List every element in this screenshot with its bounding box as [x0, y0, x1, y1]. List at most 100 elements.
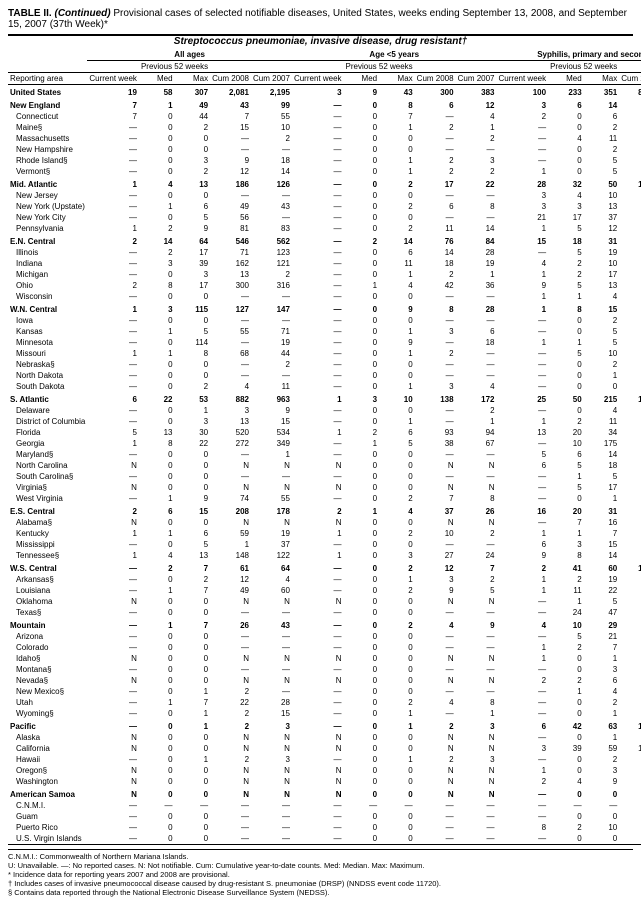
cell: — — [87, 708, 139, 719]
cell: — — [415, 607, 456, 618]
cell: 0 — [139, 166, 175, 177]
table-row: S. Atlantic62253882963131013817225502151… — [8, 392, 641, 405]
cell: N — [87, 653, 139, 664]
cell: N — [292, 460, 344, 471]
cell: — — [292, 370, 344, 381]
cell: 0 — [139, 539, 175, 550]
row-label: Maine§ — [8, 122, 87, 133]
cell: 3 — [379, 550, 415, 561]
cell: — — [292, 686, 344, 697]
row-label: Iowa — [8, 315, 87, 326]
cell: 5 — [87, 427, 139, 438]
cell: 6 — [379, 247, 415, 258]
cell: N — [210, 596, 251, 607]
cell: 57 — [619, 471, 641, 482]
cell: 1 — [139, 528, 175, 539]
cell: 0 — [344, 607, 380, 618]
cell: 2 — [456, 133, 497, 144]
cell: 2 — [619, 708, 641, 719]
cell: 55 — [251, 111, 292, 122]
cell: 2 — [87, 504, 139, 517]
cell: 0 — [548, 765, 584, 776]
cell: 0 — [344, 482, 380, 493]
cell: 773 — [619, 212, 641, 223]
cell: — — [415, 133, 456, 144]
cell: 64 — [251, 561, 292, 574]
cell: — — [456, 800, 497, 811]
cell: 0 — [175, 787, 211, 800]
cell: — — [87, 269, 139, 280]
cell: — — [619, 697, 641, 708]
cell: 3 — [497, 190, 549, 201]
cell: 1 — [379, 574, 415, 585]
cell: 138 — [415, 392, 456, 405]
table-row: New York City—0556——00——211737773666 — [8, 212, 641, 223]
cell: 1 — [497, 166, 549, 177]
cell: 22 — [175, 438, 211, 449]
cell: 81 — [210, 223, 251, 234]
cell: 0 — [548, 653, 584, 664]
cell: — — [87, 631, 139, 642]
cell: 0 — [379, 675, 415, 686]
row-label: S. Atlantic — [8, 392, 87, 405]
cell: 2,195 — [251, 85, 292, 99]
row-label: New York (Upstate) — [8, 201, 87, 212]
cell: — — [497, 144, 549, 155]
cell: 83 — [251, 223, 292, 234]
cell: 2 — [584, 315, 620, 326]
table-row: United States19583072,0812,1953943300383… — [8, 85, 641, 99]
row-label: South Carolina§ — [8, 471, 87, 482]
cell: 76 — [619, 642, 641, 653]
cell: N — [415, 675, 456, 686]
cell: 2 — [548, 416, 584, 427]
cell: 60 — [251, 585, 292, 596]
cell: 0 — [344, 561, 380, 574]
cell: 3 — [456, 155, 497, 166]
cell: 0 — [175, 449, 211, 460]
cell: 76 — [415, 234, 456, 247]
row-label: Guam — [8, 811, 87, 822]
cell: 18 — [415, 258, 456, 269]
cell: 1 — [497, 653, 549, 664]
cell: 7 — [87, 111, 139, 122]
cell: — — [210, 800, 251, 811]
cell: 0 — [344, 686, 380, 697]
cell: 0 — [344, 166, 380, 177]
cell: 4 — [584, 291, 620, 302]
cell: 1 — [548, 337, 584, 348]
row-label: Maryland§ — [8, 449, 87, 460]
table-row: Arkansas§—02124—0132121911385 — [8, 574, 641, 585]
cell: 10 — [584, 190, 620, 201]
row-label: Virginia§ — [8, 482, 87, 493]
cell: 10 — [584, 348, 620, 359]
cell: — — [456, 686, 497, 697]
cell: N — [415, 596, 456, 607]
cell: 0 — [344, 111, 380, 122]
cell: 0 — [584, 381, 620, 392]
cell: 9 — [251, 405, 292, 416]
cell: 0 — [175, 315, 211, 326]
cell: — — [292, 258, 344, 269]
cell: 3 — [175, 155, 211, 166]
cell: — — [497, 607, 549, 618]
row-label: Washington — [8, 776, 87, 787]
table-row: Missouri1186844—012——510158162 — [8, 348, 641, 359]
cell: 0 — [379, 482, 415, 493]
cell: — — [251, 642, 292, 653]
cell: — — [251, 833, 292, 845]
table-row: Arizona—00———00———521145172 — [8, 631, 641, 642]
cell: 4 — [497, 618, 549, 631]
cell: 3 — [497, 201, 549, 212]
cell: — — [87, 359, 139, 370]
cell: 1 — [139, 98, 175, 111]
cell: 20 — [548, 427, 584, 438]
cell: 0 — [139, 776, 175, 787]
cell: — — [292, 234, 344, 247]
row-label: W.N. Central — [8, 302, 87, 315]
cell: — — [497, 348, 549, 359]
cell: 0 — [139, 269, 175, 280]
cell: — — [292, 800, 344, 811]
cell: — — [415, 359, 456, 370]
cell: 110 — [619, 822, 641, 833]
cell: 0 — [548, 122, 584, 133]
